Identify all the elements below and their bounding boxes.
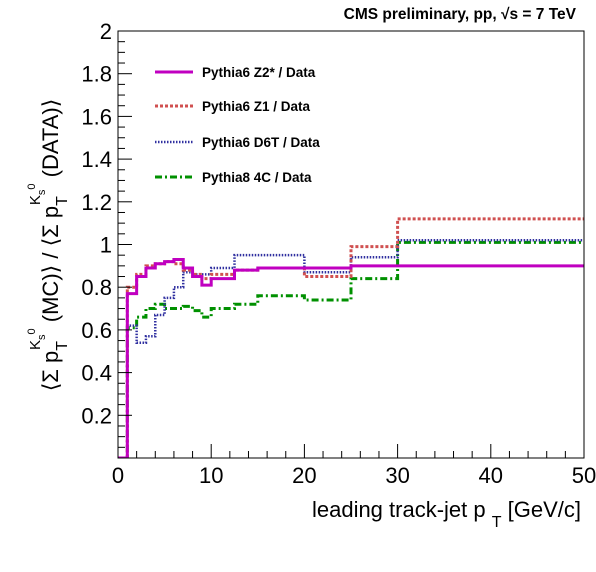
y-tick-label: 0.6	[81, 318, 112, 343]
series-line-2	[118, 238, 584, 458]
y-tick-label: 1.6	[81, 104, 112, 129]
x-tick-label: 20	[292, 463, 316, 488]
plot-frame	[117, 30, 585, 459]
legend-label-2: Pythia6 D6T / Data	[202, 135, 320, 150]
series-line-3	[118, 240, 584, 458]
y-tick-label: 2	[100, 19, 112, 44]
chart-title: CMS preliminary, pp, √s = 7 TeV	[344, 6, 576, 24]
x-tick-label: 30	[385, 463, 409, 488]
x-tick-label: 10	[199, 463, 223, 488]
x-tick-label: 40	[479, 463, 503, 488]
chart-title-text: CMS preliminary, pp, √s = 7 TeV	[343, 6, 576, 23]
y-tick-label: 0.4	[81, 361, 112, 386]
y-tick-label: 0.8	[81, 275, 112, 300]
y-tick-label: 1.2	[81, 190, 112, 215]
legend-label-0: Pythia6 Z2* / Data	[202, 65, 316, 80]
legend: Pythia6 Z2* / Data Pythia6 Z1 / Data Pythi…	[155, 65, 320, 185]
series-line-0	[118, 257, 584, 458]
legend-label-1: Pythia6 Z1 / Data	[202, 99, 311, 114]
y-axis-label: ⟨Σ pTKs0 (MC)⟩ / ⟨Σ pTKs0 (DATA)⟩	[26, 99, 71, 392]
y-tick-label: 0.2	[81, 403, 112, 428]
series-line-1	[118, 217, 584, 458]
y-tick-label: 1.4	[81, 147, 112, 172]
y-tick-label: 1.8	[81, 62, 112, 87]
x-axis-label: leading track-jet p T [GeV/c]	[312, 497, 581, 531]
x-tick-label: 0	[112, 463, 124, 488]
x-tick-label: 50	[572, 463, 596, 488]
y-tick-label: 1	[100, 233, 112, 258]
legend-label-3: Pythia8 4C / Data	[202, 170, 312, 185]
